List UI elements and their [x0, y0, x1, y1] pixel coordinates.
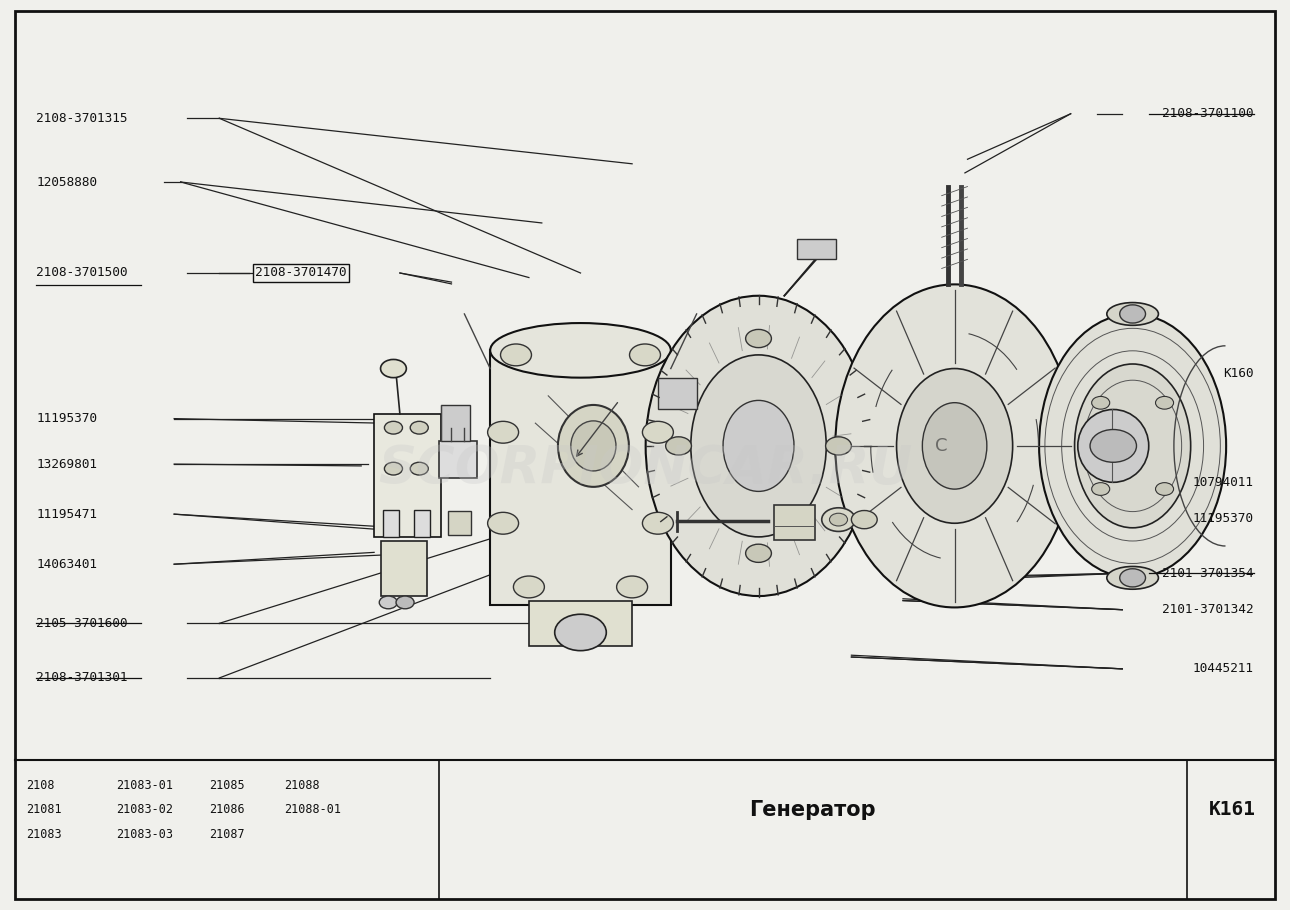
Circle shape: [396, 596, 414, 609]
Text: 21081: 21081: [26, 804, 62, 816]
Ellipse shape: [1075, 364, 1191, 528]
Circle shape: [555, 614, 606, 651]
Circle shape: [384, 421, 402, 434]
Text: 10445211: 10445211: [1193, 662, 1254, 675]
Text: 2101-3701354: 2101-3701354: [1162, 567, 1254, 580]
Ellipse shape: [557, 405, 630, 487]
Text: 2108: 2108: [26, 779, 54, 792]
Text: 11195370: 11195370: [1193, 512, 1254, 525]
Circle shape: [379, 596, 397, 609]
Ellipse shape: [1038, 314, 1226, 578]
Circle shape: [746, 329, 771, 348]
Circle shape: [410, 421, 428, 434]
Text: 2105-3701600: 2105-3701600: [36, 617, 128, 630]
Text: K160: K160: [1223, 367, 1254, 379]
Circle shape: [826, 437, 851, 455]
Text: 2108-3701301: 2108-3701301: [36, 672, 128, 684]
Text: 21087: 21087: [209, 828, 245, 841]
Bar: [490, 350, 671, 605]
Text: 11195370: 11195370: [36, 412, 97, 425]
Bar: [658, 378, 697, 410]
Circle shape: [617, 576, 648, 598]
Circle shape: [381, 359, 406, 378]
Text: 21086: 21086: [209, 804, 245, 816]
Circle shape: [488, 512, 519, 534]
Text: 21083-02: 21083-02: [116, 804, 173, 816]
Ellipse shape: [897, 369, 1013, 523]
Circle shape: [1091, 397, 1109, 410]
Text: 10794011: 10794011: [1193, 476, 1254, 489]
Text: 21085: 21085: [209, 779, 245, 792]
Circle shape: [1091, 482, 1109, 495]
Ellipse shape: [722, 400, 795, 491]
Circle shape: [829, 513, 848, 526]
Circle shape: [642, 421, 673, 443]
Ellipse shape: [490, 323, 671, 378]
Text: C: C: [935, 437, 948, 455]
Circle shape: [488, 421, 519, 443]
Text: 14063401: 14063401: [36, 558, 97, 571]
Bar: [383, 510, 399, 537]
Text: K161: K161: [1209, 801, 1255, 819]
Ellipse shape: [1107, 566, 1158, 590]
Text: 2108-3701100: 2108-3701100: [1162, 107, 1254, 120]
Circle shape: [384, 462, 402, 475]
Circle shape: [851, 511, 877, 529]
Text: Генератор: Генератор: [749, 800, 876, 820]
Text: 11195471: 11195471: [36, 508, 97, 521]
Circle shape: [1156, 397, 1174, 410]
Bar: [374, 414, 441, 537]
Circle shape: [1120, 305, 1146, 323]
Text: 21088: 21088: [284, 779, 320, 792]
Circle shape: [1120, 569, 1146, 587]
Bar: [797, 239, 836, 259]
Ellipse shape: [1107, 302, 1158, 325]
Bar: [441, 405, 470, 441]
Text: 21083-01: 21083-01: [116, 779, 173, 792]
Text: 21083-03: 21083-03: [116, 828, 173, 841]
Bar: [439, 441, 477, 478]
Ellipse shape: [836, 284, 1075, 608]
Text: 2101-3701342: 2101-3701342: [1162, 603, 1254, 616]
Text: 13269801: 13269801: [36, 458, 97, 470]
Bar: [414, 510, 430, 537]
Text: 2108-3701470: 2108-3701470: [255, 267, 347, 279]
Circle shape: [501, 344, 531, 366]
Text: 12058880: 12058880: [36, 176, 97, 188]
Text: SCORPIONCAR.RU: SCORPIONCAR.RU: [378, 442, 912, 495]
Circle shape: [666, 437, 691, 455]
Circle shape: [822, 508, 855, 531]
Circle shape: [746, 544, 771, 562]
Ellipse shape: [691, 355, 826, 537]
Circle shape: [630, 344, 660, 366]
Text: 2108-3701500: 2108-3701500: [36, 267, 128, 279]
Text: 21083: 21083: [26, 828, 62, 841]
Text: 21088-01: 21088-01: [284, 804, 341, 816]
Circle shape: [513, 576, 544, 598]
Circle shape: [642, 512, 673, 534]
Bar: [448, 511, 471, 535]
Text: 2108-3701315: 2108-3701315: [36, 112, 128, 125]
Ellipse shape: [570, 420, 617, 471]
Bar: [381, 541, 427, 596]
Circle shape: [1090, 430, 1136, 462]
Ellipse shape: [645, 296, 872, 596]
Ellipse shape: [1078, 410, 1148, 482]
Ellipse shape: [922, 402, 987, 490]
Bar: [529, 601, 632, 646]
Circle shape: [1156, 482, 1174, 495]
Bar: [774, 505, 815, 540]
Circle shape: [410, 462, 428, 475]
